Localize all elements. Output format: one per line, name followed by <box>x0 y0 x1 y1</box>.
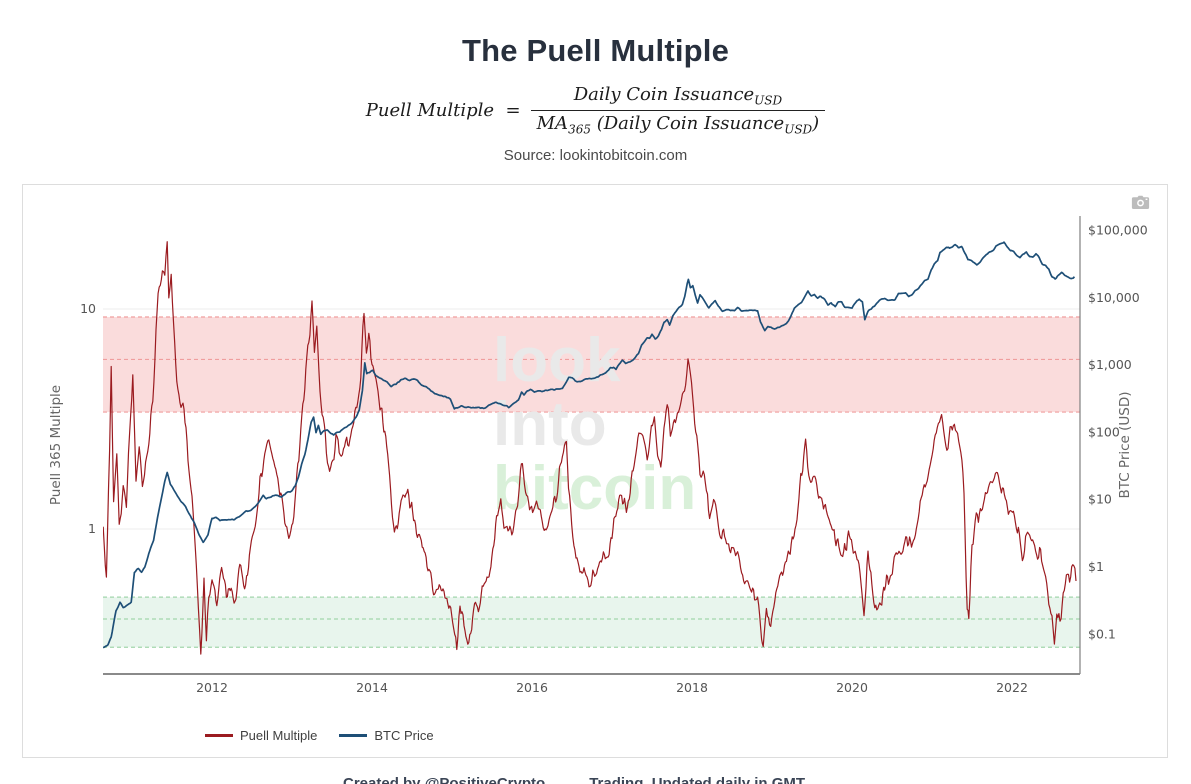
svg-text:$10: $10 <box>1088 492 1112 507</box>
page-title: The Puell Multiple <box>461 33 730 68</box>
svg-text:2016: 2016 <box>516 680 548 695</box>
svg-text:bitcoin: bitcoin <box>493 454 696 523</box>
footer-credit-updated: Trading. Updated daily in GMT <box>589 775 806 784</box>
svg-text:$1: $1 <box>1088 559 1104 574</box>
puell-line-swatch <box>205 734 233 737</box>
svg-text:into: into <box>493 390 607 459</box>
formula-equals: = <box>505 99 521 121</box>
btc-price-line <box>103 241 1076 649</box>
puell-multiple-line <box>103 241 1077 655</box>
svg-text:$10,000: $10,000 <box>1088 290 1140 305</box>
formula-lhs: Puell Multiple <box>365 99 495 121</box>
svg-text:10: 10 <box>80 301 96 316</box>
footer-credit[interactable]: Created by @PositiveCrypto Trading. Updat… <box>343 775 805 784</box>
svg-text:$0.1: $0.1 <box>1088 626 1116 641</box>
svg-text:2014: 2014 <box>356 680 388 695</box>
svg-text:2020: 2020 <box>836 680 868 695</box>
svg-text:2022: 2022 <box>996 680 1028 695</box>
svg-text:2018: 2018 <box>676 680 708 695</box>
legend: Puell Multiple BTC Price <box>205 728 434 743</box>
gridlines <box>103 308 1080 530</box>
btc-line-swatch <box>339 734 368 737</box>
formula-denominator: MA365 (Daily Coin IssuanceUSD) <box>530 109 826 136</box>
svg-text:1: 1 <box>88 521 96 536</box>
svg-text:$1,000: $1,000 <box>1088 357 1132 372</box>
camera-icon[interactable] <box>1131 195 1151 211</box>
footer-credit-author: Created by @PositiveCrypto <box>343 775 546 784</box>
svg-text:look: look <box>493 326 621 395</box>
y-left-axis-title: Puell 365 Multiple <box>48 385 64 505</box>
overvalued-zone <box>103 316 1080 413</box>
chart-card: look into bitcoin 10 1 $100,000 $10,000 $1,000 $… <box>22 184 1168 758</box>
axis-tick-labels: 10 1 $100,000 $10,000 $1,000 $100 $10 $1 $0.1 201… <box>80 223 1148 696</box>
svg-text:2012: 2012 <box>196 680 228 695</box>
y-right-axis-title: BTC Price (USD) <box>1117 391 1133 498</box>
chart-canvas[interactable]: lookintobitcoin 10 1 $100,000 $10,000 $1,000 $… <box>23 185 1167 757</box>
formula: Puell Multiple = Daily Coin IssuanceUSD MA… <box>0 84 1191 136</box>
formula-fraction: Daily Coin IssuanceUSD MA365 (Daily Coin … <box>530 84 826 136</box>
svg-text:$100: $100 <box>1088 424 1120 439</box>
legend-label: BTC Price <box>374 728 434 743</box>
legend-label: Puell Multiple <box>240 728 318 743</box>
legend-item-puell-multiple[interactable]: Puell Multiple <box>205 728 317 743</box>
formula-numerator: Daily Coin IssuanceUSD <box>573 84 783 108</box>
source-text: Source: lookintobitcoin.com <box>503 147 688 164</box>
undervalued-zone <box>103 596 1080 648</box>
legend-item-btc-price[interactable]: BTC Price <box>339 728 434 743</box>
watermark: lookintobitcoin <box>493 326 696 523</box>
svg-text:$100,000: $100,000 <box>1088 223 1148 238</box>
